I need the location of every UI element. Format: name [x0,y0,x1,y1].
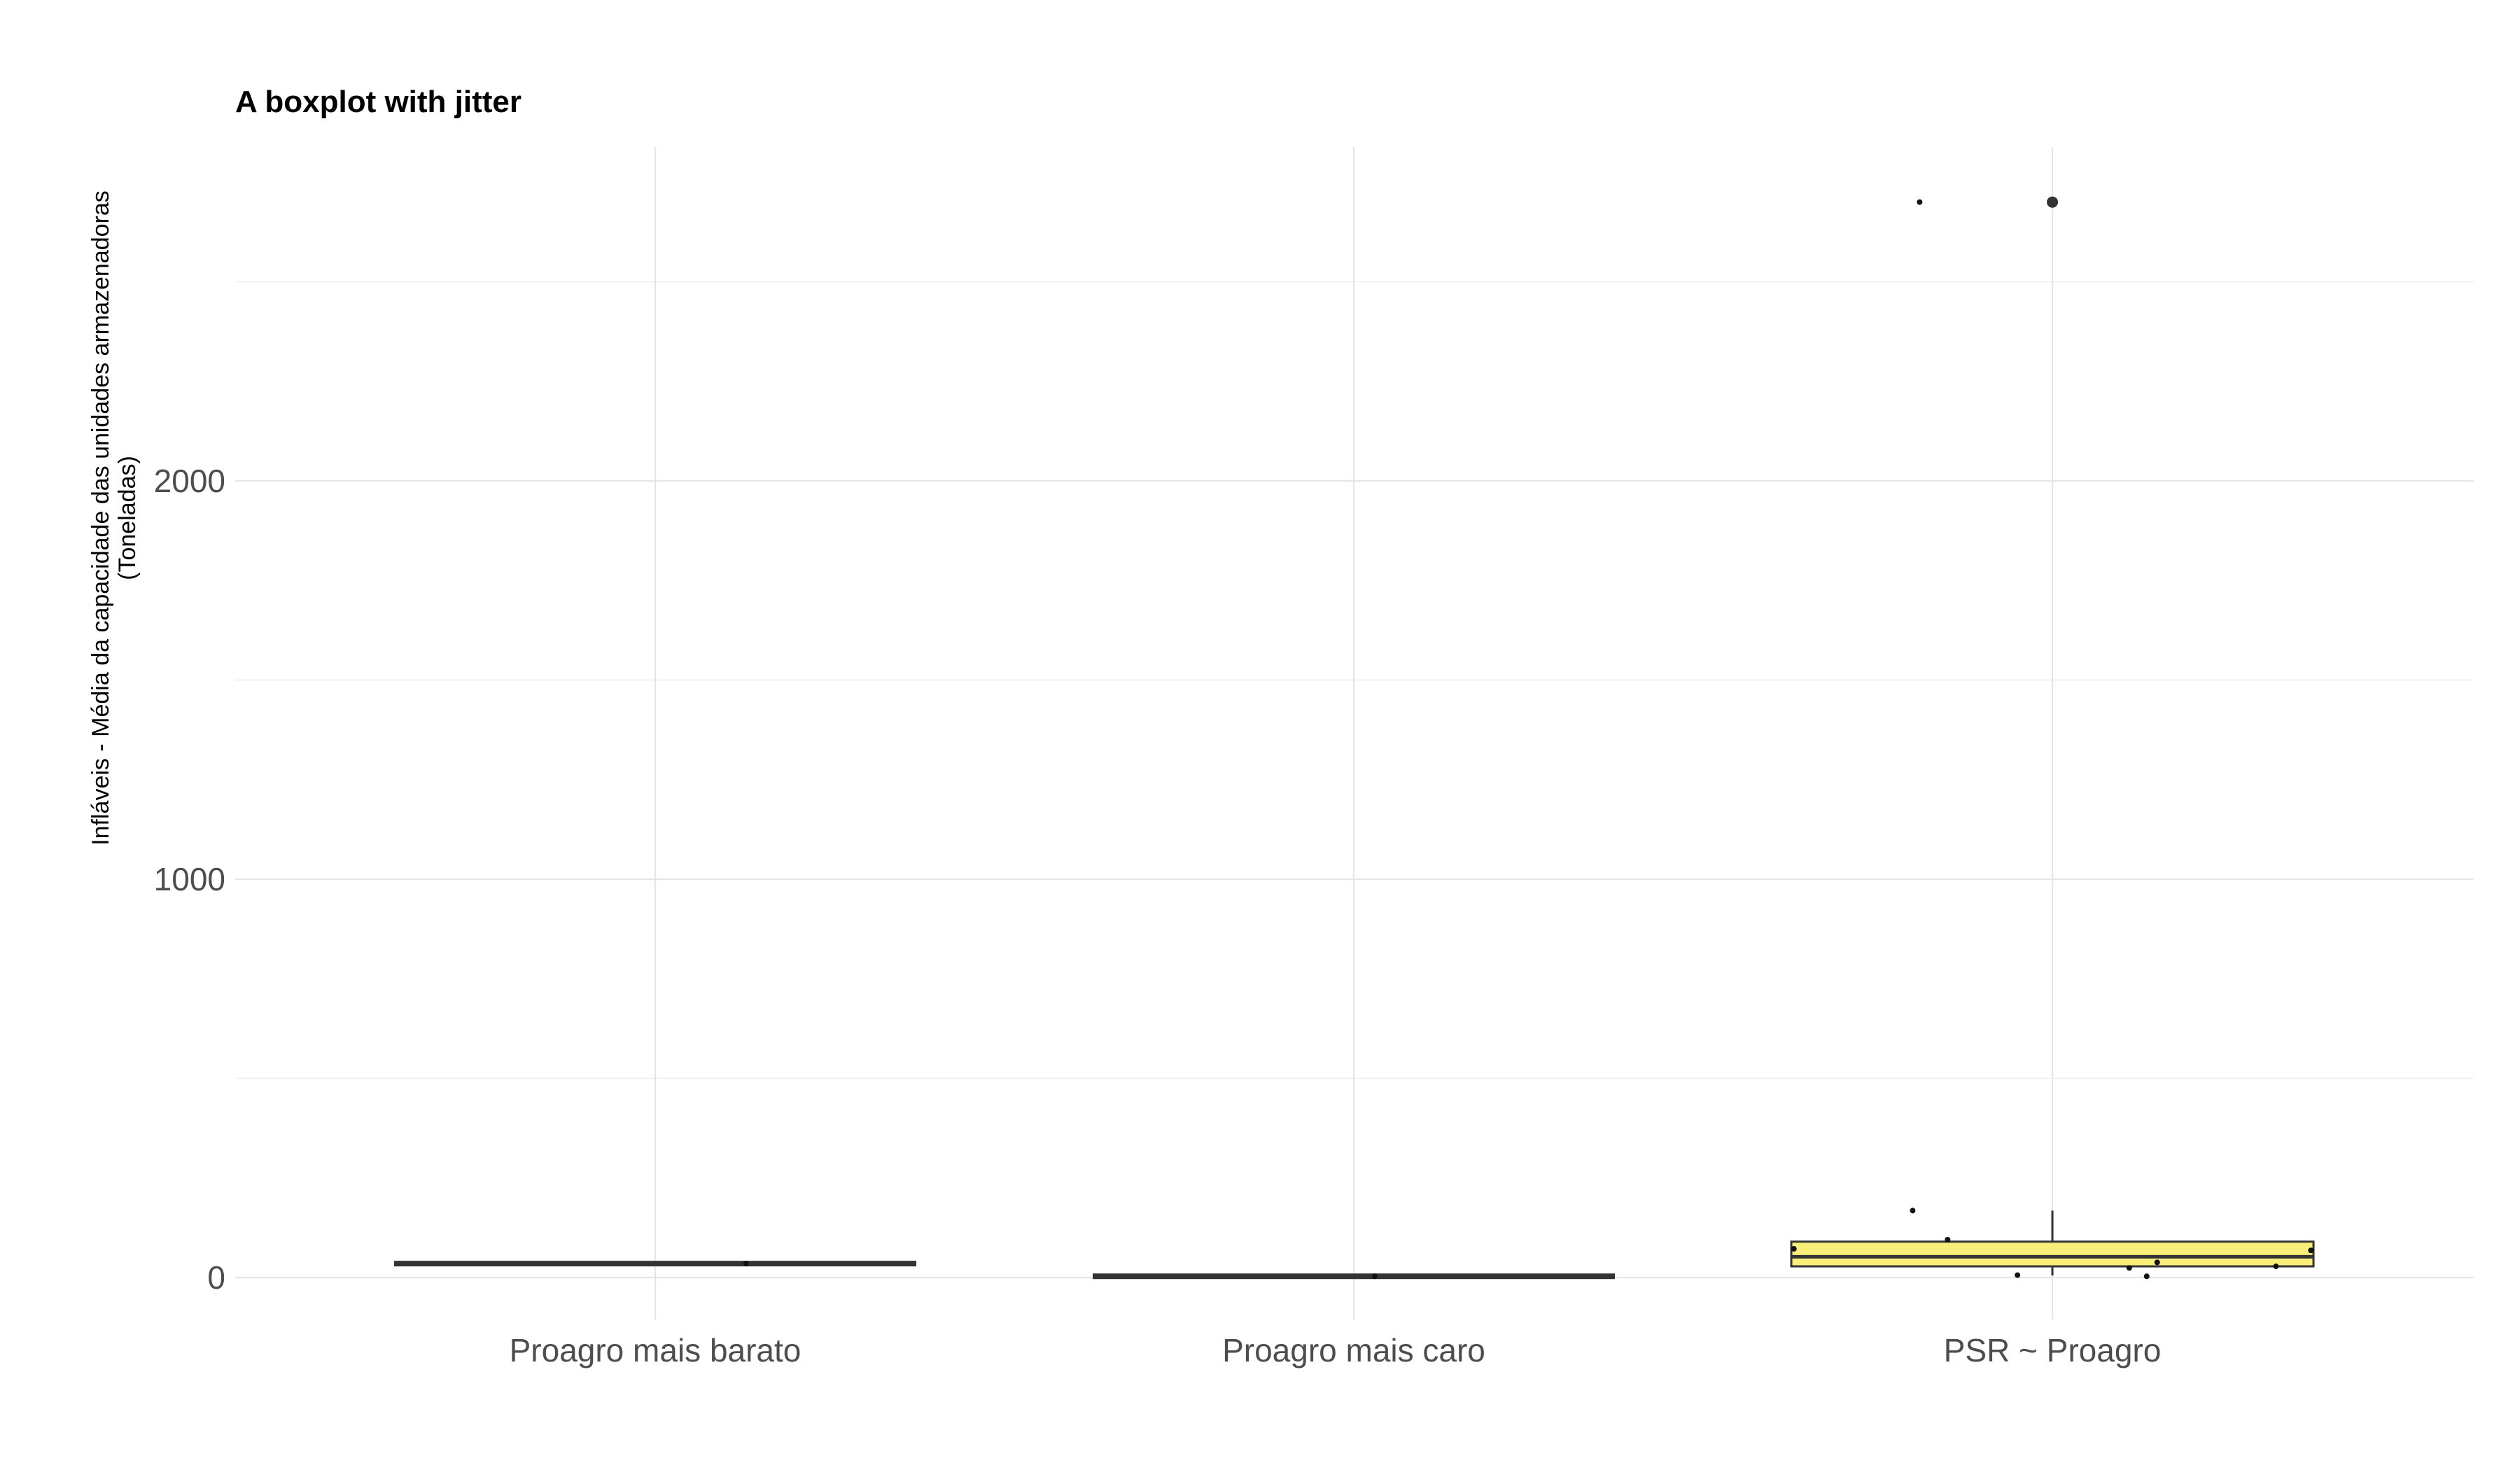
y-axis-ticks: 0 1000 2000 [154,463,225,1296]
jitter-point [2015,1272,2021,1278]
jitter-points-layer [743,199,2314,1280]
jitter-point [743,1261,749,1267]
x-tick-label: Proagro mais caro [1222,1332,1485,1368]
x-tick-label: PSR ~ Proagro [1944,1332,2162,1368]
box-outlier-point [2047,196,2058,208]
jitter-point [2143,1273,2150,1280]
y-tick-label: 0 [207,1259,225,1296]
jitter-point [1917,199,1923,205]
grid-lines [235,147,2474,1320]
y-axis-title-line-1: Infláveis - Média da capacidade das unid… [88,190,114,846]
y-axis-title-line-2: (Toneladas) [114,456,141,580]
y-tick-label: 2000 [154,463,225,499]
y-axis-title: Infláveis - Média da capacidade das unid… [88,190,141,846]
jitter-point [1910,1208,1916,1214]
y-tick-label: 1000 [154,861,225,897]
jitter-point [2308,1247,2314,1254]
box-group [1790,196,2315,1276]
x-axis-ticks: Proagro mais barato Proagro mais caro PSR … [510,1332,2162,1368]
boxes-layer [394,196,2315,1280]
x-tick-label: Proagro mais barato [510,1332,802,1368]
chart-title: A boxplot with jitter [235,85,522,119]
jitter-point [1371,1273,1378,1280]
box-iqr [1790,1240,2315,1268]
jitter-point [2126,1265,2132,1271]
jitter-point [2273,1264,2279,1270]
jitter-point [1945,1236,1951,1242]
jitter-point [2154,1259,2160,1266]
jitter-point [1791,1246,1797,1252]
